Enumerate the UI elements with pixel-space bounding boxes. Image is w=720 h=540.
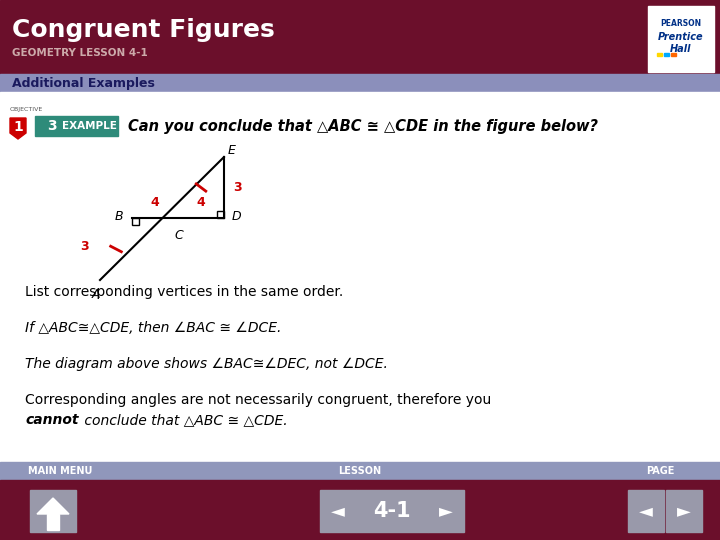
Text: ◄: ◄ — [639, 502, 653, 520]
Text: E: E — [228, 144, 236, 157]
Text: 3: 3 — [233, 181, 242, 194]
Text: 4: 4 — [197, 196, 205, 209]
Text: Corresponding angles are not necessarily congruent, therefore you: Corresponding angles are not necessarily… — [25, 393, 491, 407]
Text: 4-1: 4-1 — [373, 501, 411, 521]
Text: D: D — [231, 210, 240, 222]
Text: OBJECTIVE: OBJECTIVE — [10, 106, 43, 111]
Bar — [132, 218, 139, 225]
Text: If △ABC≅△CDE, then ∠BAC ≅ ∠DCE.: If △ABC≅△CDE, then ∠BAC ≅ ∠DCE. — [25, 321, 282, 335]
Text: Prentice: Prentice — [658, 32, 704, 42]
Polygon shape — [10, 118, 26, 139]
Text: GEOMETRY LESSON 4-1: GEOMETRY LESSON 4-1 — [12, 48, 148, 58]
Bar — [47, 514, 59, 530]
Text: The diagram above shows ∠BAC≅∠DEC, not ∠DCE.: The diagram above shows ∠BAC≅∠DEC, not ∠… — [25, 357, 388, 371]
Text: List corresponding vertices in the same order.: List corresponding vertices in the same … — [25, 285, 343, 299]
Bar — [35, 116, 118, 136]
Bar — [0, 74, 720, 92]
Text: PAGE: PAGE — [646, 466, 674, 476]
Text: A: A — [91, 288, 100, 301]
Text: B: B — [114, 210, 123, 222]
Bar — [671, 53, 676, 56]
Polygon shape — [37, 498, 69, 514]
Bar — [428, 490, 464, 532]
Text: ◄: ◄ — [331, 502, 345, 520]
Text: 3: 3 — [47, 119, 57, 133]
Bar — [664, 53, 669, 56]
Bar — [666, 490, 702, 532]
Bar — [0, 480, 720, 540]
Bar — [320, 490, 356, 532]
Text: Additional Examples: Additional Examples — [12, 77, 155, 90]
Bar — [657, 53, 662, 56]
Text: LESSON: LESSON — [338, 466, 382, 476]
Text: conclude that △ABC ≅ △CDE.: conclude that △ABC ≅ △CDE. — [80, 413, 287, 427]
Bar — [0, 92, 720, 480]
Text: Can you conclude that △ABC ≅ △CDE in the figure below?: Can you conclude that △ABC ≅ △CDE in the… — [128, 118, 598, 133]
Text: 4: 4 — [150, 196, 159, 209]
Text: ►: ► — [677, 502, 691, 520]
Bar — [0, 0, 720, 75]
Text: EXAMPLE: EXAMPLE — [62, 121, 117, 131]
Bar — [30, 490, 76, 532]
Bar — [0, 462, 720, 480]
Text: Hall: Hall — [670, 44, 692, 54]
Bar — [356, 490, 428, 532]
Text: MAIN MENU: MAIN MENU — [28, 466, 92, 476]
Text: Congruent Figures: Congruent Figures — [12, 18, 275, 42]
Text: PEARSON: PEARSON — [660, 19, 701, 29]
Bar — [628, 490, 664, 532]
Bar — [217, 211, 224, 218]
Text: ►: ► — [439, 502, 453, 520]
Text: C: C — [175, 229, 184, 242]
Text: cannot: cannot — [25, 413, 78, 427]
Text: 3: 3 — [81, 240, 89, 253]
Text: 1: 1 — [13, 120, 23, 134]
Bar — [648, 6, 714, 72]
